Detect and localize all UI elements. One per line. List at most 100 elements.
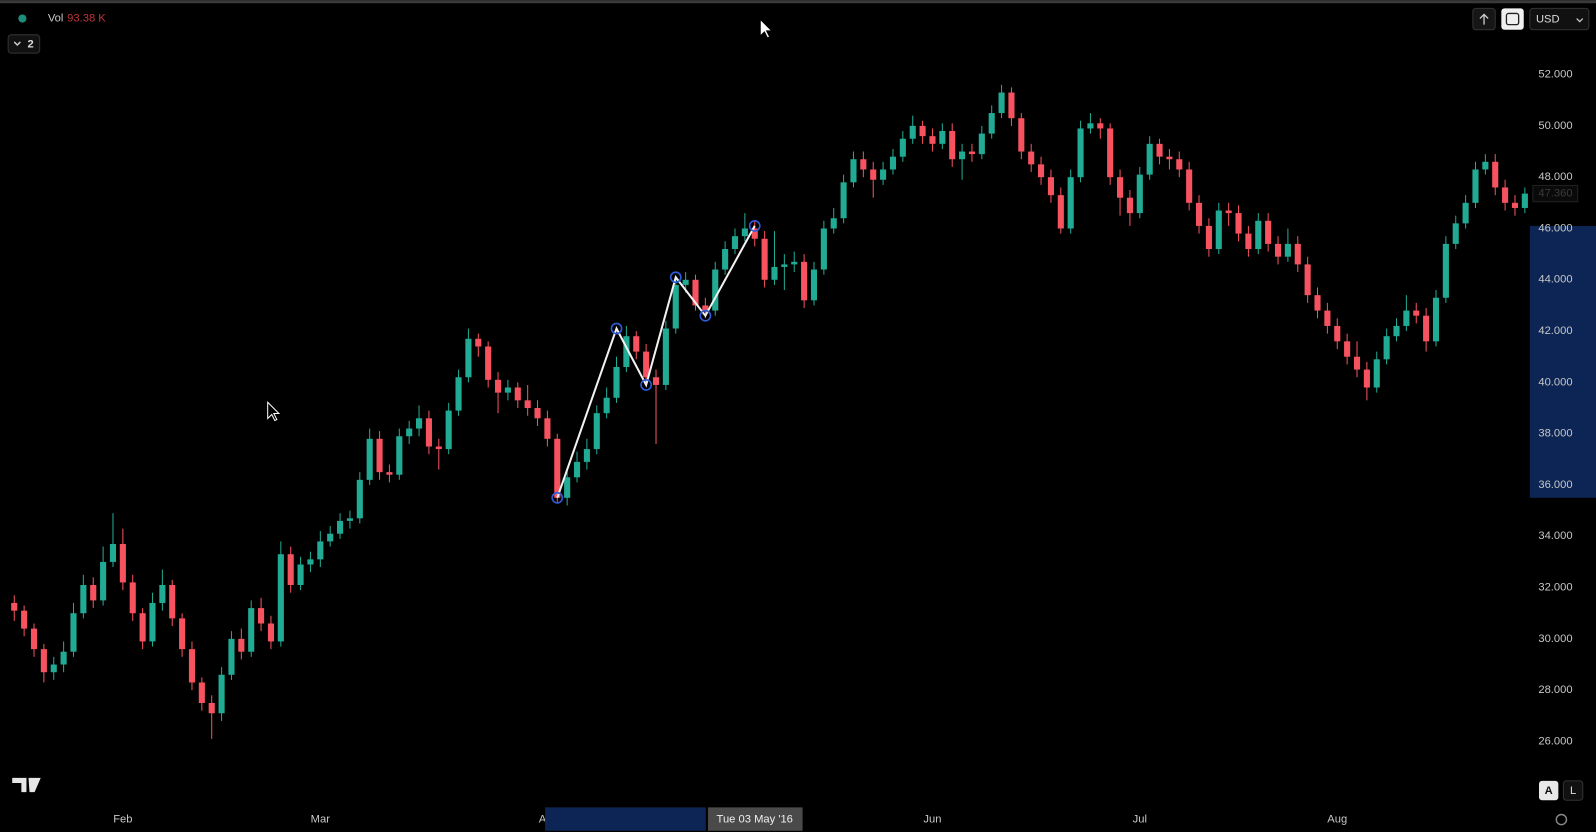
candle-body	[40, 649, 47, 673]
candle-body	[761, 238, 768, 280]
status-dot	[18, 14, 27, 23]
candle-body	[1294, 243, 1301, 265]
candle-body	[929, 136, 936, 144]
candle-body	[652, 377, 660, 385]
candle-body	[1521, 193, 1528, 208]
auto-scale-button[interactable]	[1539, 780, 1559, 801]
candle-body	[376, 438, 383, 473]
candle-body	[534, 408, 541, 419]
candle-body	[1186, 169, 1193, 203]
last-price-label: 47.360	[1538, 188, 1572, 200]
candle-body	[1225, 210, 1232, 214]
drawing-anchor	[669, 271, 682, 284]
candle-body	[860, 159, 867, 170]
y-tick-label: 46.000	[1538, 222, 1572, 234]
sync-icon	[1505, 12, 1520, 26]
candle-body	[159, 585, 166, 603]
currency-label: USD	[1536, 13, 1560, 25]
settings-icon[interactable]	[1555, 813, 1568, 826]
candle-body	[1442, 243, 1449, 298]
candle-body	[70, 613, 77, 652]
candle-body	[1274, 243, 1282, 257]
candle-body	[978, 133, 985, 155]
indicator-toggle[interactable]	[7, 34, 41, 54]
y-tick-label: 32.000	[1538, 582, 1572, 594]
candle-body	[1166, 156, 1173, 160]
candle-body	[712, 269, 719, 311]
candle-body	[603, 397, 610, 414]
candle-body	[1344, 341, 1351, 357]
candle-body	[1452, 223, 1459, 244]
candle-body	[554, 438, 561, 498]
y-tick-label: 44.000	[1538, 274, 1572, 286]
candle-body	[959, 151, 966, 160]
candle-body	[11, 602, 18, 611]
candle-body	[1373, 359, 1380, 388]
candle-body	[1284, 243, 1291, 257]
candle-body	[870, 169, 877, 180]
candle-body	[1472, 169, 1479, 203]
candle-body	[1492, 161, 1499, 188]
candle-body	[277, 554, 284, 642]
candle-body	[119, 543, 126, 583]
candle-body	[544, 418, 551, 439]
candle-body	[228, 638, 235, 675]
candle-body	[188, 649, 196, 683]
candle-body	[1432, 297, 1440, 342]
crosshair-label-box	[707, 807, 803, 831]
candle-body	[988, 113, 995, 134]
volume-value: 93.38 K	[67, 12, 106, 24]
candle-body	[613, 366, 620, 398]
candle-body	[485, 346, 492, 380]
candle-body	[1067, 177, 1074, 229]
candle-body	[267, 623, 275, 642]
candle-body	[1235, 213, 1242, 234]
cursor-arrow	[759, 18, 773, 39]
candle-body	[791, 261, 798, 265]
volume-label: Vol	[48, 12, 64, 24]
x-tick-label: Feb	[113, 814, 132, 826]
drawing-anchor	[610, 322, 623, 335]
candle-body	[1176, 159, 1183, 170]
candle-body	[149, 602, 156, 642]
candle-body	[1205, 225, 1212, 250]
candle-body	[840, 182, 847, 219]
candle-body	[1482, 161, 1489, 170]
candle-body	[1038, 164, 1045, 178]
x-tick-label: Jun	[923, 814, 941, 826]
candle-body	[1018, 118, 1025, 152]
currency-button[interactable]	[1529, 7, 1590, 31]
y-tick-label: 28.000	[1538, 684, 1572, 696]
candle-body	[248, 608, 255, 652]
candle-body	[504, 387, 511, 393]
candle-body	[801, 261, 808, 301]
arrow-icon	[1479, 13, 1489, 25]
top-border	[0, 0, 1596, 4]
candle-body	[899, 138, 906, 157]
candle-body	[100, 561, 107, 601]
candle-body	[494, 379, 502, 393]
candle-body	[781, 264, 788, 267]
candle-body	[396, 436, 403, 475]
candle-body	[238, 638, 245, 652]
candle-body	[109, 543, 117, 562]
candle-body	[1107, 128, 1114, 178]
candle-body	[1413, 310, 1420, 316]
time-range-highlight	[545, 807, 706, 831]
candle-body	[514, 387, 521, 401]
candle-body	[30, 628, 38, 650]
candle-body	[80, 585, 87, 614]
candle-body	[573, 461, 581, 478]
candle-body	[179, 618, 186, 650]
candle-body	[722, 249, 729, 270]
candle-body	[1265, 220, 1272, 244]
candle-body	[1116, 177, 1124, 198]
candle-body	[1324, 310, 1331, 326]
log-scale-button[interactable]	[1562, 780, 1584, 801]
sync-button[interactable]	[1501, 8, 1524, 30]
candle-body	[445, 410, 452, 450]
y-tick-label: 34.000	[1538, 530, 1572, 542]
candle-body	[425, 418, 432, 447]
candle-body	[1393, 325, 1400, 337]
